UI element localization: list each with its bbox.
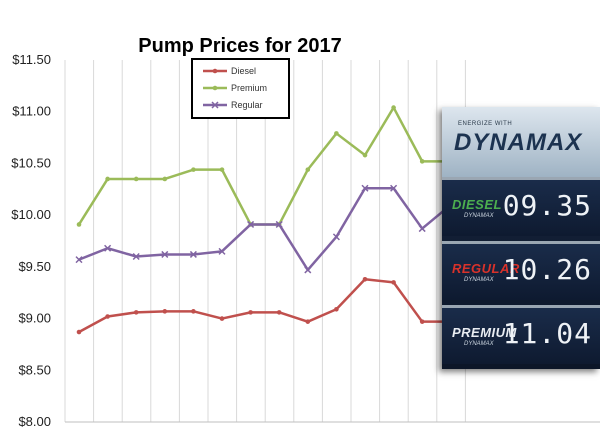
data-point-regular (218, 247, 226, 255)
sign-row-label: PREMIUM (452, 325, 517, 340)
legend-item-premium: Premium (203, 83, 267, 93)
series-lines (75, 105, 455, 335)
sign-row-price: 09.35 (502, 189, 592, 222)
y-tick-label: $9.00 (18, 311, 51, 326)
legend-label: Premium (231, 83, 267, 93)
y-tick-label: $9.50 (18, 259, 51, 274)
chart-title: Pump Prices for 2017 (138, 35, 341, 57)
y-tick-label: $11.00 (12, 104, 51, 119)
sign-row-price: 11.04 (502, 317, 592, 350)
data-point-regular (161, 250, 169, 258)
legend-item-regular: Regular (203, 100, 263, 110)
data-point-premium (133, 176, 139, 182)
series-line-diesel (78, 278, 451, 334)
legend-item-diesel: Diesel (203, 66, 256, 76)
data-point-diesel (334, 306, 339, 312)
price-sign-photo: ENERGIZE WITH DYNAMAX DIESEL DYNAMAX 09.… (442, 107, 600, 369)
data-point-diesel (219, 316, 225, 321)
data-point-diesel (191, 309, 196, 314)
data-point-premium (362, 152, 368, 158)
y-axis: $8.00 $8.50 $9.00 $9.50 $10.00 $10.50 $11.00 $1… (11, 52, 600, 429)
legend-items: Diesel Premium Regular (203, 66, 267, 110)
data-point-diesel (105, 314, 110, 319)
data-point-diesel (162, 309, 168, 314)
data-point-premium (191, 167, 196, 172)
sign-row-label: REGULAR (452, 261, 520, 276)
sign-row-sub: DYNAMAX (464, 341, 494, 347)
data-point-diesel (276, 310, 282, 315)
sign-brand-panel: ENERGIZE WITH DYNAMAX (442, 107, 600, 177)
sign-row-regular: REGULAR DYNAMAX 10.26 (442, 241, 600, 300)
data-point-regular (104, 244, 112, 252)
legend-label: Diesel (231, 66, 256, 76)
data-point-diesel (419, 319, 425, 324)
data-point-diesel (76, 329, 82, 335)
grid-lines (64, 60, 466, 422)
legend: Diesel Premium Regular (191, 58, 290, 119)
y-tick-label: $10.50 (11, 155, 51, 170)
data-point-premium (105, 176, 110, 182)
data-point-regular (275, 220, 283, 228)
data-point-regular (132, 252, 140, 261)
data-point-diesel (133, 310, 139, 315)
sign-brand-tagline: ENERGIZE WITH (458, 121, 513, 127)
series-line-regular (78, 187, 452, 272)
data-point-diesel (305, 319, 311, 324)
data-point-diesel (391, 280, 396, 285)
data-point-premium (419, 159, 425, 164)
legend-label: Regular (231, 100, 263, 110)
y-tick-label: $10.00 (11, 207, 51, 222)
y-tick-label: $8.50 (18, 362, 51, 377)
data-point-regular (418, 225, 426, 233)
data-point-premium (76, 222, 82, 227)
data-point-regular (390, 184, 398, 192)
data-point-diesel (362, 276, 368, 282)
data-point-regular (247, 220, 255, 228)
sign-row-diesel: DIESEL DYNAMAX 09.35 (442, 177, 600, 236)
y-tick-label: $8.00 (18, 414, 51, 429)
data-point-diesel (248, 310, 253, 315)
sign-row-premium: PREMIUM DYNAMAX 11.04 (442, 305, 600, 364)
sign-brand-name: DYNAMAX (454, 129, 583, 156)
data-point-regular (332, 233, 340, 241)
data-point-premium (219, 167, 225, 172)
y-tick-label: $11.50 (12, 52, 51, 67)
data-point-premium (305, 167, 311, 172)
data-point-premium (162, 176, 168, 182)
sign-row-price: 10.26 (502, 253, 592, 286)
sign-row-sub: DYNAMAX (464, 277, 494, 283)
data-point-regular (75, 256, 83, 264)
data-point-premium (391, 105, 396, 110)
sign-row-sub: DYNAMAX (464, 213, 494, 219)
sign-row-label: DIESEL (452, 197, 502, 212)
data-point-regular (304, 266, 312, 274)
data-point-regular (189, 250, 197, 258)
data-point-regular (361, 184, 369, 192)
data-point-premium (334, 131, 339, 136)
